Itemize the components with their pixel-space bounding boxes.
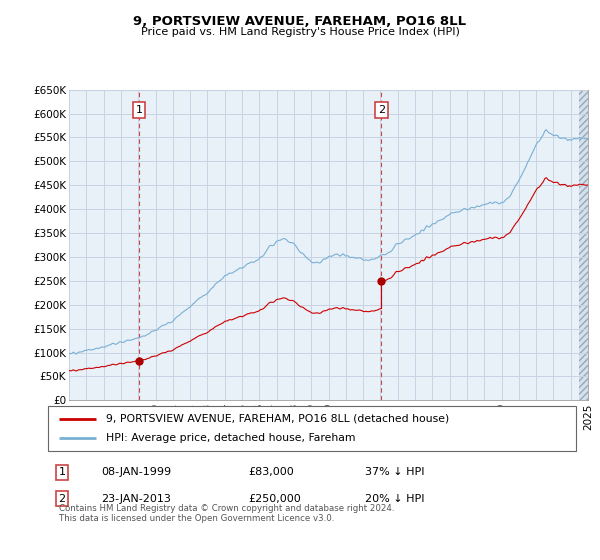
- Text: £83,000: £83,000: [248, 468, 295, 478]
- Text: Contains HM Land Registry data © Crown copyright and database right 2024.
This d: Contains HM Land Registry data © Crown c…: [59, 504, 394, 524]
- Text: 9, PORTSVIEW AVENUE, FAREHAM, PO16 8LL: 9, PORTSVIEW AVENUE, FAREHAM, PO16 8LL: [133, 15, 467, 27]
- Text: 23-JAN-2013: 23-JAN-2013: [101, 493, 170, 503]
- Text: Price paid vs. HM Land Registry's House Price Index (HPI): Price paid vs. HM Land Registry's House …: [140, 27, 460, 37]
- Text: 1: 1: [59, 468, 65, 478]
- Text: £250,000: £250,000: [248, 493, 301, 503]
- Text: 2: 2: [59, 493, 65, 503]
- Text: 20% ↓ HPI: 20% ↓ HPI: [365, 493, 424, 503]
- Text: 2: 2: [378, 105, 385, 115]
- Text: 9, PORTSVIEW AVENUE, FAREHAM, PO16 8LL (detached house): 9, PORTSVIEW AVENUE, FAREHAM, PO16 8LL (…: [106, 413, 449, 423]
- FancyBboxPatch shape: [48, 406, 576, 451]
- Text: 1: 1: [136, 105, 142, 115]
- Text: HPI: Average price, detached house, Fareham: HPI: Average price, detached house, Fare…: [106, 433, 356, 444]
- Text: 08-JAN-1999: 08-JAN-1999: [101, 468, 171, 478]
- Text: 37% ↓ HPI: 37% ↓ HPI: [365, 468, 424, 478]
- Bar: [580, 90, 588, 400]
